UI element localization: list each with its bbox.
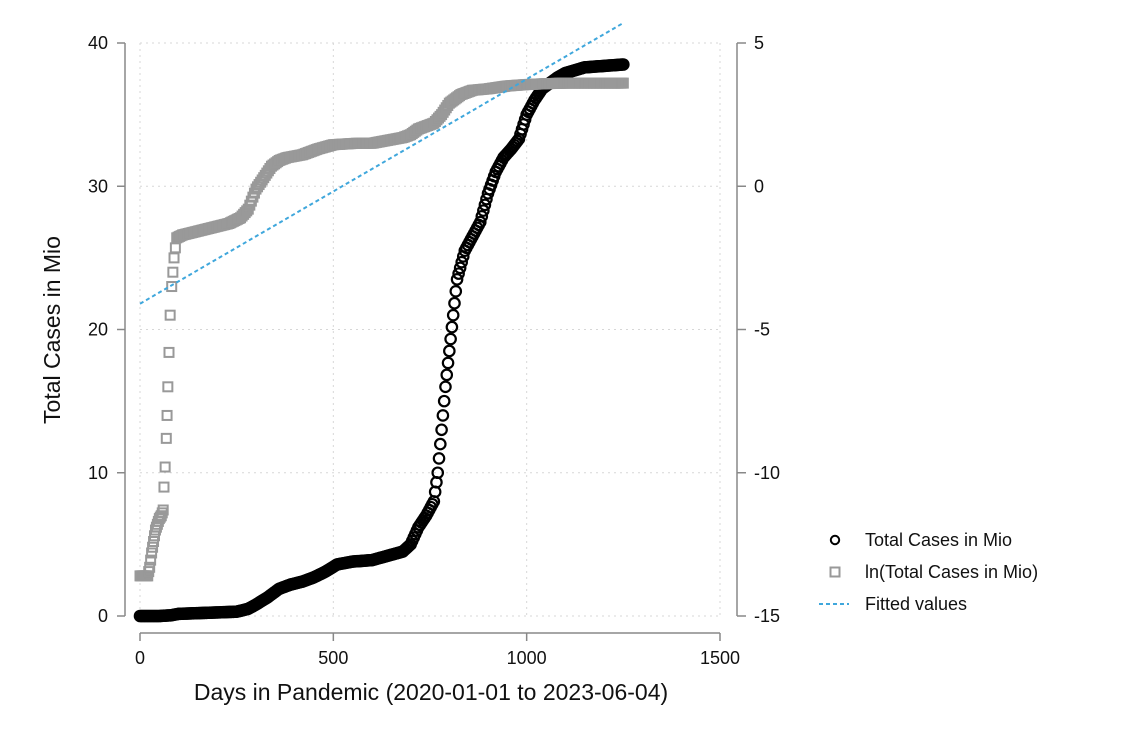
data-point	[453, 261, 467, 275]
data-point	[162, 381, 174, 393]
data-point	[163, 346, 175, 358]
left-y-tick-label: 40	[88, 33, 108, 53]
data-point	[440, 368, 454, 382]
data-point	[159, 461, 171, 473]
data-point	[617, 58, 630, 71]
data-point	[146, 547, 158, 559]
data-point	[617, 77, 629, 89]
y-axis-title: Total Cases in Mio	[39, 236, 65, 424]
data-point	[144, 561, 156, 573]
right-y-tick-label: 5	[754, 33, 764, 53]
data-point	[164, 309, 176, 321]
legend-marker-square	[829, 566, 841, 578]
data-point	[432, 452, 446, 465]
legend-label: Total Cases in Mio	[865, 530, 1012, 550]
data-point	[160, 432, 172, 444]
data-point	[478, 198, 492, 212]
legend-marker-circle	[829, 534, 841, 546]
data-point	[147, 541, 159, 553]
legend-label: Fitted values	[865, 594, 967, 614]
data-point	[158, 481, 170, 493]
x-tick-label: 0	[135, 648, 145, 668]
right-y-tick-label: -5	[754, 320, 770, 340]
data-point	[473, 215, 487, 229]
x-tick-label: 1500	[700, 648, 740, 668]
data-point	[145, 554, 157, 566]
data-point	[148, 536, 160, 548]
x-axis-title: Days in Pandemic (2020-01-01 to 2023-06-…	[194, 679, 668, 705]
right-y-tick-label: 0	[754, 176, 764, 196]
data-point	[448, 296, 461, 310]
legend-item-0: Total Cases in Mio	[829, 530, 1012, 550]
left-y-tick-label: 30	[88, 176, 108, 196]
data-point	[443, 344, 456, 358]
series-1	[134, 77, 629, 582]
data-point	[436, 409, 450, 422]
legend-item-2: Fitted values	[819, 594, 967, 614]
data-point	[441, 356, 455, 370]
x-tick-label: 500	[318, 648, 348, 668]
data-point	[450, 273, 464, 286]
data-point	[161, 409, 173, 421]
legend: Total Cases in Mio ln(Total Cases in Mio)…	[819, 530, 1038, 614]
legend-label: ln(Total Cases in Mio)	[865, 562, 1038, 582]
left-y-tick-label: 10	[88, 463, 108, 483]
data-point	[452, 267, 465, 280]
data-point	[511, 134, 524, 148]
right-y-tick-label: -10	[754, 463, 780, 483]
left-y-tick-label: 0	[98, 606, 108, 626]
legend-item-1: ln(Total Cases in Mio)	[829, 562, 1038, 582]
axes: 0 10 20 30 40 -15 -10 -5 0 5 0 500 1000 1500	[88, 33, 780, 668]
data-point	[434, 437, 447, 451]
data-point	[167, 266, 179, 278]
data-point	[444, 332, 457, 346]
data-point	[166, 281, 178, 293]
data-point	[446, 308, 460, 322]
data-point	[157, 504, 169, 516]
data-point	[477, 204, 490, 217]
series-2	[139, 22, 624, 305]
data-point	[439, 380, 452, 394]
data-point	[435, 423, 448, 437]
left-y-tick-label: 20	[88, 320, 108, 340]
data-point	[169, 242, 181, 254]
data-point	[449, 284, 463, 298]
data-point	[437, 394, 451, 408]
data-point	[431, 466, 445, 480]
data-point	[168, 252, 180, 264]
fitted-line	[139, 22, 624, 305]
series-layer	[133, 22, 630, 623]
x-tick-label: 1000	[507, 648, 547, 668]
data-point	[455, 255, 469, 269]
data-point	[445, 320, 459, 334]
data-point	[475, 210, 489, 223]
right-y-tick-label: -15	[754, 606, 780, 626]
